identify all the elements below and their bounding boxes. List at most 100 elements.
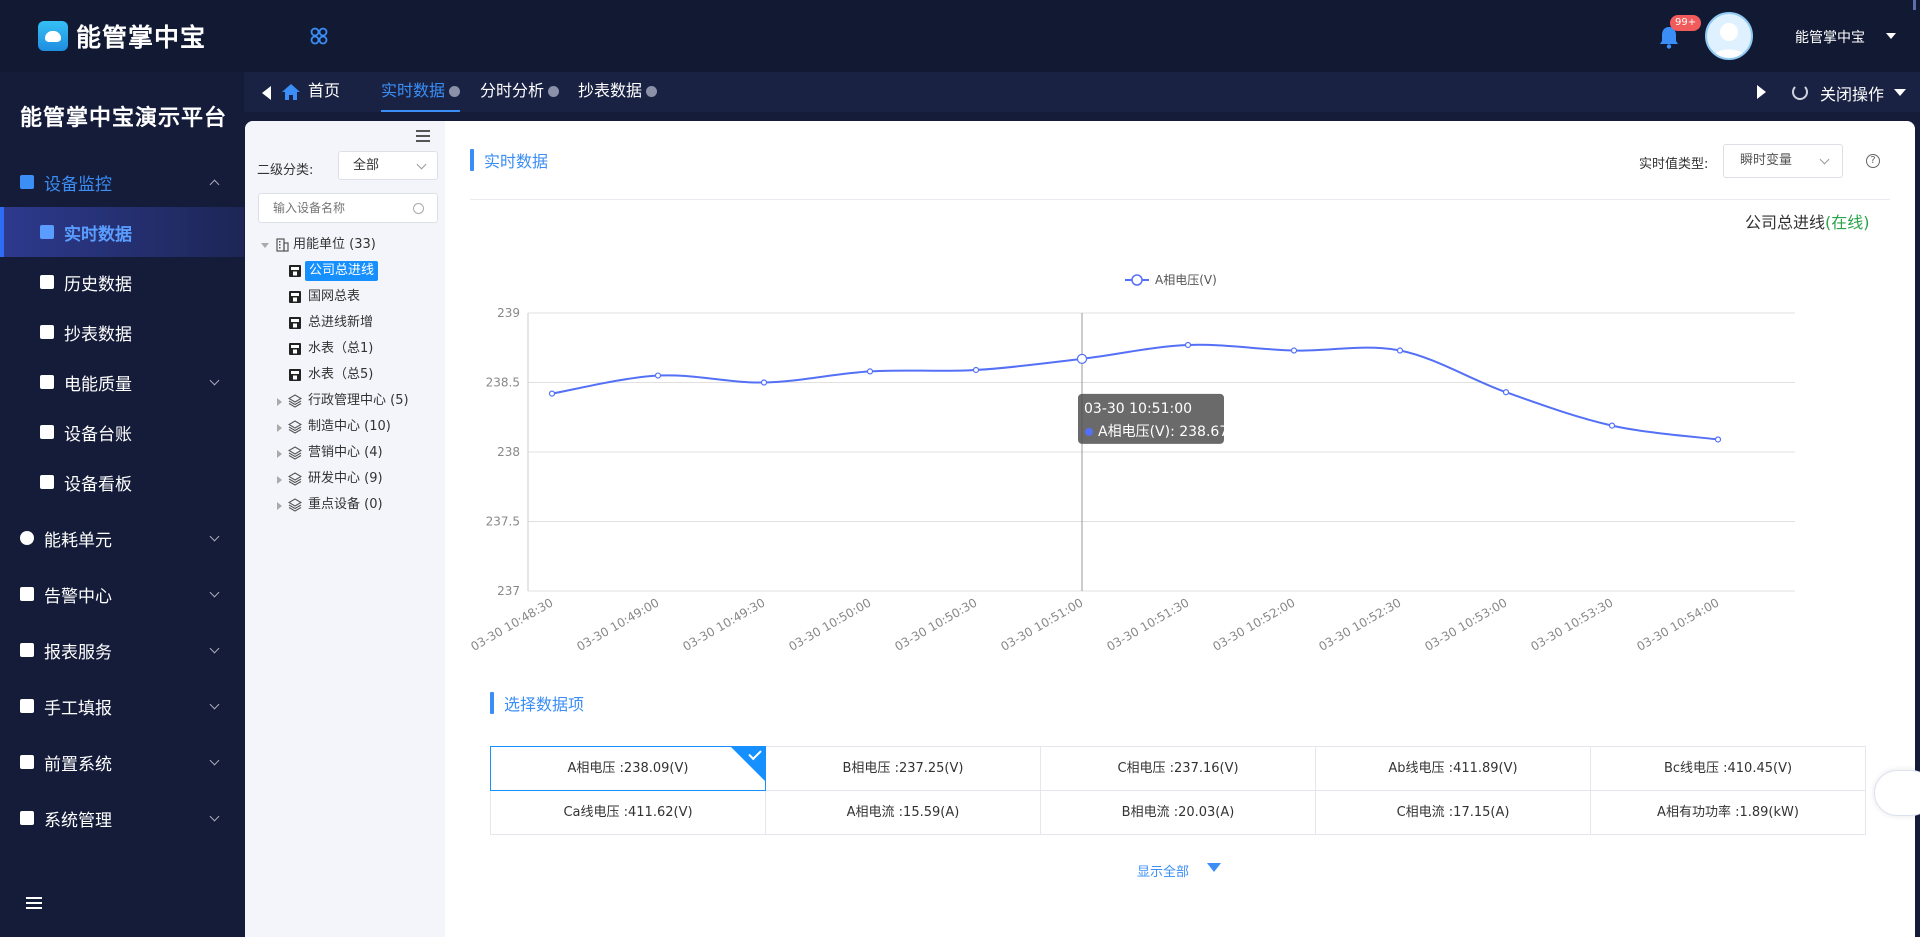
menu-collapse-icon[interactable] — [26, 896, 42, 910]
floating-side-tab[interactable] — [1874, 770, 1920, 816]
chevron-down-icon — [209, 375, 220, 386]
close-icon[interactable] — [548, 86, 560, 97]
data-item-cell[interactable]: C相电流 :17.15(A) — [1315, 790, 1591, 835]
tree-node-label[interactable]: 用能单位 (33) — [293, 237, 376, 252]
chevron-down-icon — [209, 587, 220, 598]
data-item-cell[interactable]: A相有功功率 :1.89(kW) — [1590, 790, 1866, 835]
sidebar-item-alarm-center[interactable]: 告警中心 — [0, 569, 244, 619]
tree-node[interactable]: 制造中心 (10) — [245, 414, 445, 440]
tab-time-analysis[interactable]: 分时分析 — [480, 72, 560, 112]
tree-node[interactable]: 总进线新增 — [245, 310, 445, 336]
sidebar-item-label: 实时数据 — [64, 224, 132, 245]
sidebar-item-system-manage[interactable]: 系统管理 — [0, 793, 244, 843]
tree-node-label[interactable]: 水表（总1) — [308, 341, 374, 356]
sidebar-item-label: 设备监控 — [44, 174, 112, 195]
data-item-cell[interactable]: Ca线电压 :411.62(V) — [490, 790, 766, 835]
tree-node[interactable]: 研发中心 (9) — [245, 466, 445, 492]
value-type-select[interactable]: 瞬时变量 — [1723, 144, 1843, 178]
show-all-link[interactable]: 显示全部 — [1137, 865, 1190, 880]
data-item-cell[interactable]: C相电压 :237.16(V) — [1040, 746, 1316, 791]
tree-node-label[interactable]: 公司总进线 — [305, 261, 379, 281]
sidebar-item-meter-reading[interactable]: 抄表数据 — [0, 307, 244, 357]
sidebar-item-history-data[interactable]: 历史数据 — [0, 257, 244, 307]
tree-node[interactable]: 水表（总5) — [245, 362, 445, 388]
sidebar-item-device-board[interactable]: 设备看板 — [0, 457, 244, 507]
caret-down-icon[interactable] — [1894, 89, 1906, 96]
caret-down-icon[interactable] — [1886, 33, 1896, 39]
caret-right-icon[interactable] — [277, 502, 282, 510]
sidebar-item-power-quality[interactable]: 电能质量 — [0, 357, 244, 407]
category-select[interactable]: 全部 — [338, 151, 438, 180]
data-item-cell[interactable]: B相电压 :237.25(V) — [765, 746, 1041, 791]
meter-icon — [289, 265, 301, 277]
refresh-icon[interactable] — [1792, 84, 1808, 100]
sidebar-item-manual-entry[interactable]: 手工填报 — [0, 681, 244, 731]
help-icon[interactable]: ? — [1866, 154, 1880, 168]
close-icon[interactable] — [646, 86, 658, 97]
home-icon[interactable] — [282, 84, 300, 100]
tab-scroll-right-icon[interactable] — [1757, 85, 1766, 99]
tree-node-label[interactable]: 行政管理中心 (5) — [308, 393, 409, 408]
sidebar-item-device-ledger[interactable]: 设备台账 — [0, 407, 244, 457]
tree-node[interactable]: 国网总表 — [245, 284, 445, 310]
app-logo[interactable]: 能管掌中宝 — [38, 18, 206, 54]
tab-scroll-left-icon[interactable] — [262, 86, 271, 100]
search-icon[interactable] — [413, 203, 424, 214]
tree-node[interactable]: 重点设备 (0) — [245, 492, 445, 518]
sidebar-item-energy-unit[interactable]: 能耗单元 — [0, 513, 244, 563]
bell-icon[interactable] — [1658, 25, 1680, 49]
tree-node[interactable]: 水表（总1) — [245, 336, 445, 362]
select-data-title: 选择数据项 — [490, 691, 584, 715]
caret-right-icon[interactable] — [277, 424, 282, 432]
data-item-cell[interactable]: A相电流 :15.59(A) — [765, 790, 1041, 835]
close-ops-button[interactable]: 关闭操作 — [1820, 85, 1885, 104]
menu-icon[interactable] — [416, 130, 430, 142]
avatar[interactable] — [1705, 12, 1753, 60]
sidebar-item-report-service[interactable]: 报表服务 — [0, 625, 244, 675]
user-name[interactable]: 能管掌中宝 — [1795, 30, 1865, 46]
tab-label: 分时分析 — [480, 81, 545, 100]
data-item-cell[interactable]: Bc线电压 :410.45(V) — [1590, 746, 1866, 791]
tree-node[interactable]: 用能单位 (33) — [245, 232, 445, 258]
x-tick-label: 03-30 10:52:30 — [1316, 595, 1403, 651]
sidebar-item-label: 抄表数据 — [64, 324, 132, 345]
sidebar-item-front-system[interactable]: 前置系统 — [0, 737, 244, 787]
tree-node-label[interactable]: 制造中心 (10) — [308, 419, 391, 434]
data-item-label: B相电压 :237.25(V) — [842, 761, 964, 776]
close-icon[interactable] — [449, 86, 461, 97]
caret-right-icon[interactable] — [277, 476, 282, 484]
data-item-cell[interactable]: A相电压 :238.09(V) — [490, 746, 766, 791]
y-tick-label: 237.5 — [486, 515, 520, 529]
caret-right-icon[interactable] — [277, 398, 282, 406]
triangle-down-icon[interactable] — [1207, 863, 1221, 872]
tab-realtime-data[interactable]: 实时数据 — [381, 72, 461, 112]
tree-node-label[interactable]: 营销中心 (4) — [308, 445, 383, 460]
caret-down-icon[interactable] — [261, 243, 269, 248]
caret-right-icon[interactable] — [277, 450, 282, 458]
sidebar-item-realtime-data[interactable]: 实时数据 — [0, 207, 244, 257]
tab-label: 首页 — [308, 81, 341, 100]
tree-node-label[interactable]: 重点设备 (0) — [308, 497, 383, 512]
x-tick-label: 03-30 10:53:00 — [1422, 595, 1509, 651]
apps-grid-icon[interactable] — [309, 26, 329, 46]
energy-icon — [20, 531, 34, 545]
realtime-chart[interactable]: 239 238.5 238 237.5 237 03-30 10:48:30 03-30 1… — [445, 251, 1915, 654]
tab-home[interactable]: 首页 — [308, 72, 340, 112]
tree-node[interactable]: 公司总进线 — [245, 258, 445, 284]
tree-node-label[interactable]: 总进线新增 — [308, 315, 374, 330]
tree-node-label[interactable]: 水表（总5) — [308, 367, 374, 382]
data-item-cell[interactable]: Ab线电压 :411.89(V) — [1315, 746, 1591, 791]
tree-node[interactable]: 营销中心 (4) — [245, 440, 445, 466]
tree-node-label[interactable]: 国网总表 — [308, 289, 361, 304]
data-point — [1714, 436, 1722, 443]
x-tick-label: 03-30 10:51:00 — [998, 595, 1085, 651]
sidebar-item-device-monitor[interactable]: 设备监控 — [0, 157, 244, 207]
tooltip-value: A相电压(V): 238.67 — [1098, 424, 1228, 440]
data-point — [760, 379, 768, 386]
tree-node[interactable]: 行政管理中心 (5) — [245, 388, 445, 414]
data-item-cell[interactable]: B相电流 :20.03(A) — [1040, 790, 1316, 835]
tab-meter-data[interactable]: 抄表数据 — [578, 72, 658, 112]
tree-node-label[interactable]: 研发中心 (9) — [308, 471, 383, 486]
device-search-input[interactable] — [258, 193, 438, 223]
